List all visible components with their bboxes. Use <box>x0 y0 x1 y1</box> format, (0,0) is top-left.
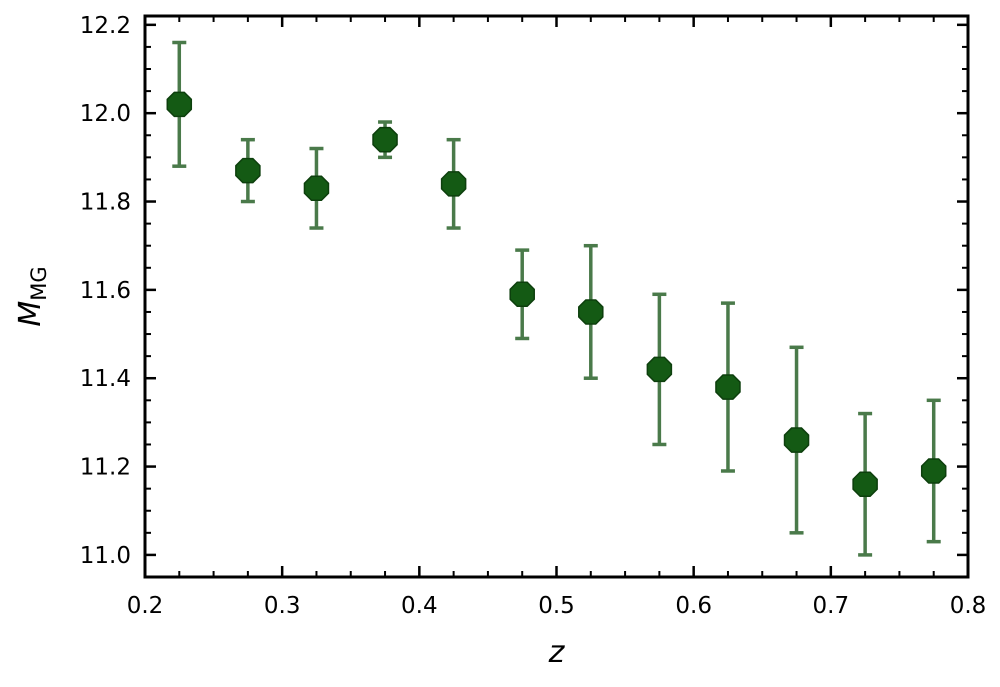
y-tick-label: 11.2 <box>80 455 131 481</box>
data-point <box>715 374 741 400</box>
y-tick-label: 12.2 <box>80 13 131 39</box>
ticks-layer <box>143 16 970 577</box>
data-point <box>646 356 673 383</box>
errorbars-layer <box>172 40 941 557</box>
y-tick-label: 11.8 <box>80 190 131 216</box>
data-point <box>578 299 604 325</box>
x-tick-label: 0.8 <box>950 593 987 619</box>
labels-layer: 0.2 0.3 0.4 0.5 0.6 0.7 0.8 11.0 11.2 11.4 11.6 11.… <box>80 13 987 619</box>
y-tick-label: 11.6 <box>80 278 131 304</box>
data-point <box>166 91 193 118</box>
y-axis-title-main: M <box>13 301 48 327</box>
x-tick-label: 0.5 <box>538 593 575 619</box>
y-tick-label: 11.4 <box>80 366 131 392</box>
x-tick-label: 0.3 <box>264 593 301 619</box>
y-tick-label: 11.0 <box>80 543 131 569</box>
data-point <box>783 427 810 453</box>
y-tick-label: 12.0 <box>80 101 131 127</box>
data-point <box>372 126 398 153</box>
y-axis-title: MMG <box>13 266 51 326</box>
plot-frame <box>143 14 970 579</box>
data-point <box>509 281 535 308</box>
data-point <box>852 471 878 497</box>
x-tick-label: 0.2 <box>127 593 164 619</box>
x-tick-label: 0.4 <box>401 593 438 619</box>
y-axis-title-subscript: MG <box>27 266 51 300</box>
x-tick-label: 0.6 <box>675 593 712 619</box>
x-tick-label: 0.7 <box>813 593 850 619</box>
x-axis-title: z <box>548 635 566 670</box>
data-point <box>440 171 467 197</box>
points-layer <box>166 91 947 497</box>
data-point <box>303 175 330 202</box>
data-point <box>920 458 947 484</box>
data-point <box>235 157 261 184</box>
